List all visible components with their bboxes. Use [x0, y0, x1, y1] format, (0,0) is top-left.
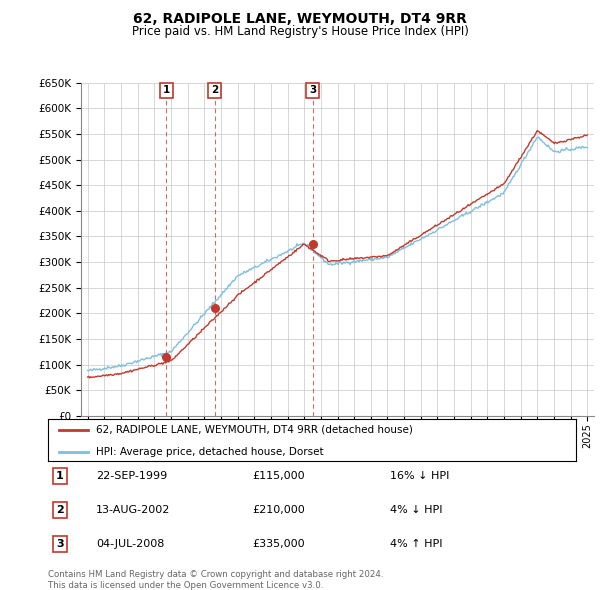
Text: Price paid vs. HM Land Registry's House Price Index (HPI): Price paid vs. HM Land Registry's House …: [131, 25, 469, 38]
Text: 2: 2: [56, 505, 64, 514]
Text: 1: 1: [163, 86, 170, 96]
Text: Contains HM Land Registry data © Crown copyright and database right 2024.: Contains HM Land Registry data © Crown c…: [48, 570, 383, 579]
Text: 4% ↑ HPI: 4% ↑ HPI: [390, 539, 443, 549]
Text: £335,000: £335,000: [252, 539, 305, 549]
Text: £210,000: £210,000: [252, 505, 305, 514]
Text: 22-SEP-1999: 22-SEP-1999: [96, 471, 167, 481]
Text: 16% ↓ HPI: 16% ↓ HPI: [390, 471, 449, 481]
Text: 3: 3: [309, 86, 316, 96]
Text: 62, RADIPOLE LANE, WEYMOUTH, DT4 9RR: 62, RADIPOLE LANE, WEYMOUTH, DT4 9RR: [133, 12, 467, 26]
Text: 2: 2: [211, 86, 218, 96]
Text: 04-JUL-2008: 04-JUL-2008: [96, 539, 164, 549]
Text: 13-AUG-2002: 13-AUG-2002: [96, 505, 170, 514]
Text: 62, RADIPOLE LANE, WEYMOUTH, DT4 9RR (detached house): 62, RADIPOLE LANE, WEYMOUTH, DT4 9RR (de…: [95, 425, 412, 434]
Text: 1: 1: [56, 471, 64, 481]
Text: This data is licensed under the Open Government Licence v3.0.: This data is licensed under the Open Gov…: [48, 581, 323, 589]
Text: HPI: Average price, detached house, Dorset: HPI: Average price, detached house, Dors…: [95, 447, 323, 457]
Text: £115,000: £115,000: [252, 471, 305, 481]
Text: 3: 3: [56, 539, 64, 549]
Text: 4% ↓ HPI: 4% ↓ HPI: [390, 505, 443, 514]
